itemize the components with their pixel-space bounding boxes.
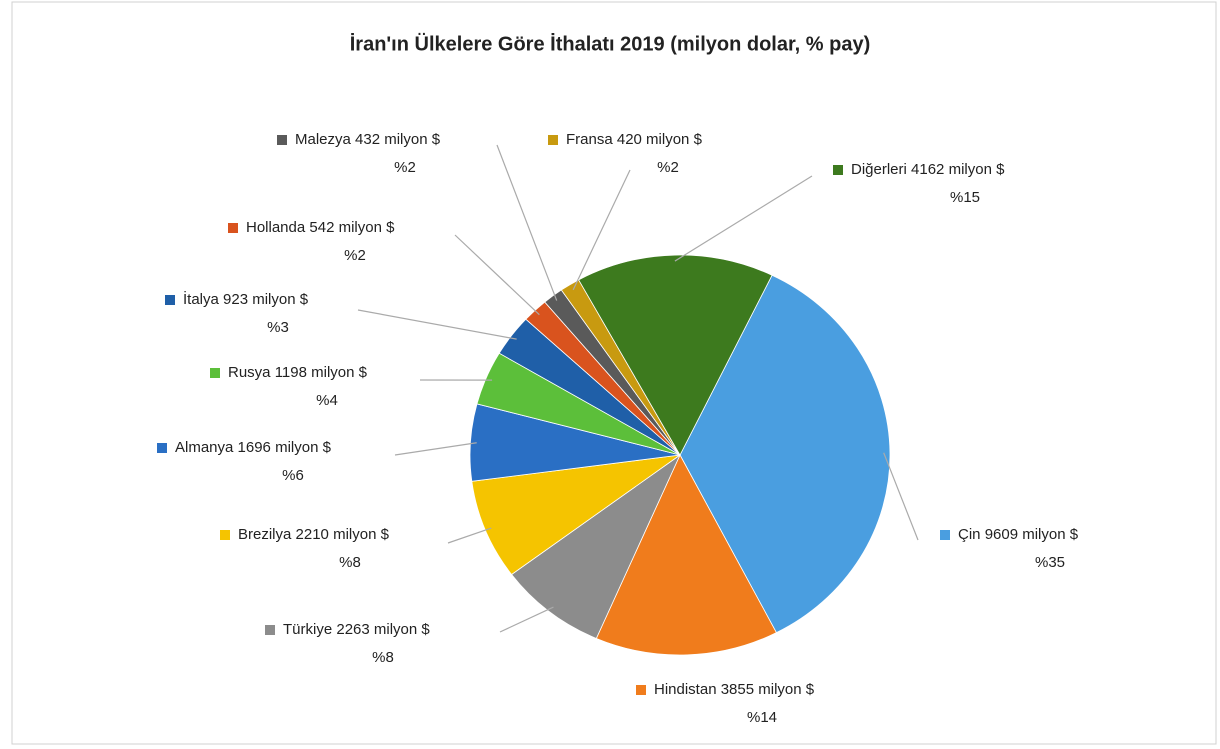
chart-title: İran'ın Ülkelere Göre İthalatı 2019 (mil… xyxy=(350,32,871,55)
legend-swatch xyxy=(940,530,950,540)
value-label: 9609 milyon $ xyxy=(985,526,1079,543)
share-label: %8 xyxy=(339,554,361,571)
pie-slice xyxy=(511,453,681,639)
share-label: %14 xyxy=(747,709,777,726)
data-label: Türkiye 2263 milyon $ xyxy=(283,621,430,638)
data-label: Malezya 432 milyon $ xyxy=(295,131,441,148)
legend-swatch xyxy=(165,295,175,305)
legend-swatch xyxy=(157,443,167,453)
leader-line xyxy=(499,606,554,633)
data-label: Almanya 1696 milyon $ xyxy=(175,439,332,456)
share-label: %2 xyxy=(344,247,366,264)
share-label: %35 xyxy=(1035,554,1065,571)
category-label: İtalya xyxy=(183,290,220,308)
share-label: %2 xyxy=(657,159,679,176)
leader-line xyxy=(674,175,813,262)
category-label: Almanya xyxy=(175,439,234,456)
data-label: İtalya 923 milyon $ xyxy=(183,290,309,308)
share-label: %3 xyxy=(267,319,289,336)
legend-swatch xyxy=(833,165,843,175)
legend-swatch xyxy=(636,685,646,695)
category-label: Çin xyxy=(958,526,981,543)
category-label: Hindistan xyxy=(654,681,717,698)
value-label: 2210 milyon $ xyxy=(296,526,390,543)
value-label: 420 milyon $ xyxy=(617,131,703,148)
legend-swatch xyxy=(548,135,558,145)
category-label: Diğerleri xyxy=(851,161,907,178)
pie-slice xyxy=(679,274,891,634)
data-label: Hindistan 3855 milyon $ xyxy=(654,681,815,698)
category-label: Fransa xyxy=(566,131,613,148)
leader-line xyxy=(357,309,517,340)
share-label: %15 xyxy=(950,189,980,206)
category-label: Hollanda xyxy=(246,219,306,236)
category-label: Malezya xyxy=(295,131,352,148)
data-label: Rusya 1198 milyon $ xyxy=(228,364,368,381)
legend-swatch xyxy=(265,625,275,635)
value-label: 3855 milyon $ xyxy=(721,681,815,698)
legend-swatch xyxy=(228,223,238,233)
value-label: 4162 milyon $ xyxy=(911,161,1005,178)
legend-swatch xyxy=(210,368,220,378)
share-label: %6 xyxy=(282,467,304,484)
value-label: 432 milyon $ xyxy=(355,131,441,148)
category-label: Türkiye xyxy=(283,621,332,638)
leader-line xyxy=(454,234,540,316)
legend-swatch xyxy=(277,135,287,145)
data-label: Çin 9609 milyon $ xyxy=(958,526,1079,543)
data-label: Hollanda 542 milyon $ xyxy=(246,219,395,236)
leader-line xyxy=(447,527,492,544)
data-label: Diğerleri 4162 milyon $ xyxy=(851,161,1005,178)
data-label: Brezilya 2210 milyon $ xyxy=(238,526,390,543)
category-label: Brezilya xyxy=(238,526,292,543)
share-label: %4 xyxy=(316,392,338,409)
value-label: 1696 milyon $ xyxy=(238,439,332,456)
leader-line xyxy=(572,169,631,291)
value-label: 1198 milyon $ xyxy=(275,364,368,381)
data-label: Fransa 420 milyon $ xyxy=(566,131,703,148)
share-label: %2 xyxy=(394,159,416,176)
leader-line xyxy=(496,144,558,301)
value-label: 542 milyon $ xyxy=(309,219,395,236)
pie-slice xyxy=(578,254,773,456)
leader-line xyxy=(883,452,919,541)
share-label: %8 xyxy=(372,649,394,666)
value-label: 2263 milyon $ xyxy=(336,621,430,638)
value-label: 923 milyon $ xyxy=(223,291,309,308)
category-label: Rusya xyxy=(228,364,271,381)
pie-slice xyxy=(595,454,777,656)
legend-swatch xyxy=(220,530,230,540)
leader-line xyxy=(394,442,477,456)
